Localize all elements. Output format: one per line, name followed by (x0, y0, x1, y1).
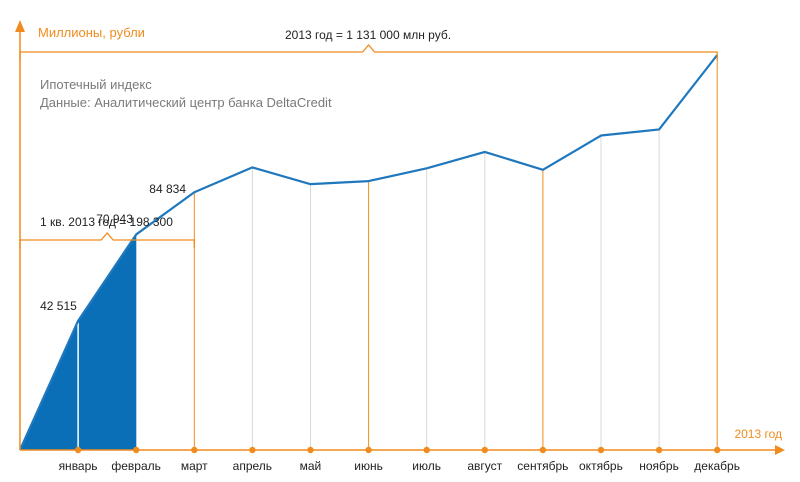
chart-subtitle: Данные: Аналитический центр банка DeltaC… (40, 95, 332, 110)
x-axis-label: 2013 год (734, 427, 782, 441)
y-axis-arrow (15, 20, 25, 32)
x-tick-label: август (467, 459, 503, 473)
tick-marker-3 (191, 446, 198, 454)
x-tick-label: сентябрь (517, 459, 569, 473)
x-tick-label: апрель (232, 459, 273, 473)
tick-marker-10 (597, 446, 605, 454)
annotation-q1-total: 1 кв. 2013 год = 198 300 (40, 215, 173, 229)
tick-marker-5 (307, 446, 314, 454)
x-tick-label: май (299, 459, 322, 473)
x-axis-arrow (775, 445, 785, 455)
data-label: 70 943 (96, 212, 133, 227)
tick-marker-7 (423, 446, 430, 454)
x-tick-label: ноябрь (639, 459, 679, 473)
data-label: 42 515 (40, 298, 77, 313)
tick-marker-2 (133, 446, 140, 454)
year-brace (19, 44, 718, 60)
series-line (18, 54, 719, 451)
x-tick-label: март (180, 459, 208, 473)
x-tick-label: июнь (354, 459, 383, 473)
data-label: 84 834 (149, 182, 186, 197)
chart-title: Ипотечный индекс (40, 77, 152, 92)
x-tick-label: июль (412, 459, 441, 473)
annotation-year-total: 2013 год = 1 131 000 млн руб. (285, 28, 452, 42)
q1-brace (19, 232, 195, 248)
x-tick-label: октябрь (579, 459, 623, 473)
tick-marker-1 (74, 446, 82, 454)
tick-marker-4 (249, 446, 256, 454)
tick-marker-11 (655, 446, 663, 454)
y-axis-label: Миллионы, рубли (38, 25, 145, 40)
x-tick-label: февраль (111, 459, 161, 473)
tick-marker-9 (539, 446, 547, 454)
tick-marker-12 (714, 446, 721, 454)
x-tick-label: декабрь (694, 459, 740, 473)
tick-marker-6 (365, 446, 372, 454)
x-tick-label: январь (58, 459, 98, 473)
tick-marker-8 (481, 446, 488, 454)
